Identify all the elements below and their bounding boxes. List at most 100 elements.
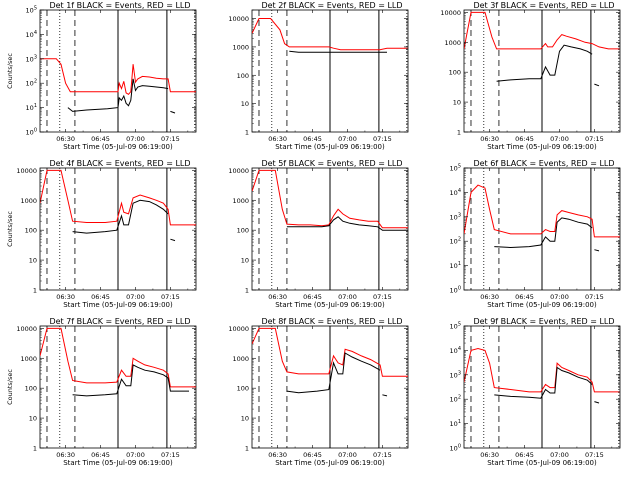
detector-panel-2: 06:30 06:45 07:00 07:15 1 10 100 1000 10000 Det 2… [228, 1, 409, 151]
events-rate-line [170, 238, 176, 242]
y-tick-label: 104 [26, 30, 37, 39]
y-tick-label: 10000 [16, 325, 37, 333]
y-tick-label: 102 [450, 395, 461, 404]
x-tick-label: 07:15 [585, 293, 604, 301]
y-tick-label: 1000 [232, 355, 249, 363]
events-rate-line [72, 199, 169, 234]
y-tick-label: 101 [26, 103, 37, 112]
x-tick-label: 07:15 [373, 135, 392, 143]
x-tick-label: 07:15 [585, 135, 604, 143]
panel-title: Det 3f BLACK = Events, RED = LLD [473, 1, 614, 10]
y-tick-label: 100 [237, 227, 249, 235]
x-tick-label: 07:00 [126, 451, 145, 459]
x-axis-label: Start Time (05-Jul-09 06:19:00) [275, 143, 385, 151]
events-rate-line [286, 216, 408, 231]
x-tick-label: 06:45 [303, 451, 322, 459]
x-tick-label: 06:45 [303, 135, 322, 143]
series-group [252, 169, 408, 231]
x-tick-label: 06:30 [56, 293, 75, 301]
lld-rate-line [464, 347, 620, 393]
y-tick-label: 1 [245, 129, 249, 137]
events-rate-line [594, 83, 600, 87]
events-rate-line [289, 50, 387, 53]
y-tick-label: 100 [237, 72, 249, 80]
y-tick-label: 1000 [20, 197, 37, 205]
y-tick-label: 100 [25, 385, 37, 393]
y-axis-label: Counts/sec [6, 53, 14, 89]
series-group [40, 169, 196, 242]
x-tick-label: 06:30 [268, 451, 287, 459]
y-tick-label: 1000 [232, 43, 249, 51]
x-tick-label: 07:15 [161, 451, 180, 459]
y-tick-label: 100 [450, 444, 461, 453]
events-rate-line [594, 401, 600, 404]
detector-panel-5: 06:30 06:45 07:00 07:15 1 10 100 1000 10000 Det 5… [228, 159, 409, 309]
lld-rate-line [252, 327, 408, 377]
x-tick-label: 06:45 [91, 135, 110, 143]
lld-rate-line [464, 184, 620, 238]
x-tick-label: 06:30 [56, 451, 75, 459]
y-axis-label: Counts/sec [6, 369, 14, 405]
y-tick-label: 1 [33, 287, 37, 295]
panel-title: Det 1f BLACK = Events, RED = LLD [49, 1, 190, 10]
x-tick-label: 07:15 [373, 293, 392, 301]
panel-title: Det 9f BLACK = Events, RED = LLD [473, 317, 614, 326]
x-tick-label: 06:30 [268, 293, 287, 301]
y-tick-label: 10000 [16, 167, 37, 175]
series-group [252, 18, 408, 53]
lld-rate-line [464, 11, 620, 50]
y-tick-label: 10 [29, 257, 37, 265]
y-tick-label: 10 [241, 257, 249, 265]
y-tick-label: 104 [450, 346, 461, 355]
y-tick-label: 100 [26, 128, 37, 137]
y-tick-label: 100 [449, 69, 461, 77]
y-tick-label: 10000 [228, 325, 249, 333]
y-tick-label: 1000 [20, 355, 37, 363]
events-rate-line [72, 364, 189, 397]
y-tick-label: 1 [245, 445, 249, 453]
y-tick-label: 105 [26, 6, 37, 15]
x-tick-label: 07:00 [338, 135, 357, 143]
x-tick-label: 06:45 [91, 293, 110, 301]
x-tick-label: 07:00 [550, 135, 569, 143]
detector-panel-8: 06:30 06:45 07:00 07:15 1 10 100 1000 10000 Det 8… [228, 317, 409, 467]
detector-panel-1: 06:30 06:45 07:00 07:15 100 101 102 103 104 105 De… [6, 1, 197, 151]
x-tick-label: 06:45 [91, 451, 110, 459]
panel-title: Det 4f BLACK = Events, RED = LLD [49, 159, 190, 168]
series-group [464, 347, 620, 404]
panel-title: Det 2f BLACK = Events, RED = LLD [261, 1, 402, 10]
detector-panel-4: 06:30 06:45 07:00 07:15 1 10 100 1000 10000 Det 4… [6, 159, 197, 309]
x-tick-label: 06:45 [515, 135, 534, 143]
x-tick-label: 06:30 [480, 293, 499, 301]
x-tick-label: 07:00 [338, 451, 357, 459]
y-axis-label: Counts/sec [6, 211, 14, 247]
x-tick-label: 07:00 [550, 451, 569, 459]
detector-panel-6: 06:30 06:45 07:00 07:15 100 101 102 103 104 105 De… [450, 159, 621, 309]
lld-rate-line [40, 327, 196, 388]
y-tick-label: 10 [29, 415, 37, 423]
x-axis-label: Start Time (05-Jul-09 06:19:00) [63, 459, 173, 467]
y-tick-label: 102 [450, 237, 461, 246]
x-tick-label: 07:00 [338, 293, 357, 301]
x-axis-label: Start Time (05-Jul-09 06:19:00) [275, 459, 385, 467]
x-tick-label: 06:30 [268, 135, 287, 143]
detector-panel-3: 06:30 06:45 07:00 07:15 1 10 100 1000 10000 Det 3… [440, 1, 621, 151]
x-axis-label: Start Time (05-Jul-09 06:19:00) [487, 301, 597, 309]
y-tick-label: 100 [25, 227, 37, 235]
panel-title: Det 8f BLACK = Events, RED = LLD [261, 317, 402, 326]
x-tick-label: 07:15 [161, 135, 180, 143]
y-tick-label: 1000 [444, 39, 461, 47]
x-axis-label: Start Time (05-Jul-09 06:19:00) [487, 459, 597, 467]
panel-title: Det 7f BLACK = Events, RED = LLD [49, 317, 190, 326]
x-tick-label: 06:45 [515, 451, 534, 459]
x-tick-label: 06:30 [56, 135, 75, 143]
lld-rate-line [40, 58, 196, 95]
detector-panel-9: 06:30 06:45 07:00 07:15 100 101 102 103 104 105 De… [450, 317, 621, 467]
x-tick-label: 07:15 [585, 451, 604, 459]
y-tick-label: 103 [450, 212, 461, 221]
series-group [464, 184, 620, 252]
y-tick-label: 1 [33, 445, 37, 453]
series-group [40, 58, 196, 114]
